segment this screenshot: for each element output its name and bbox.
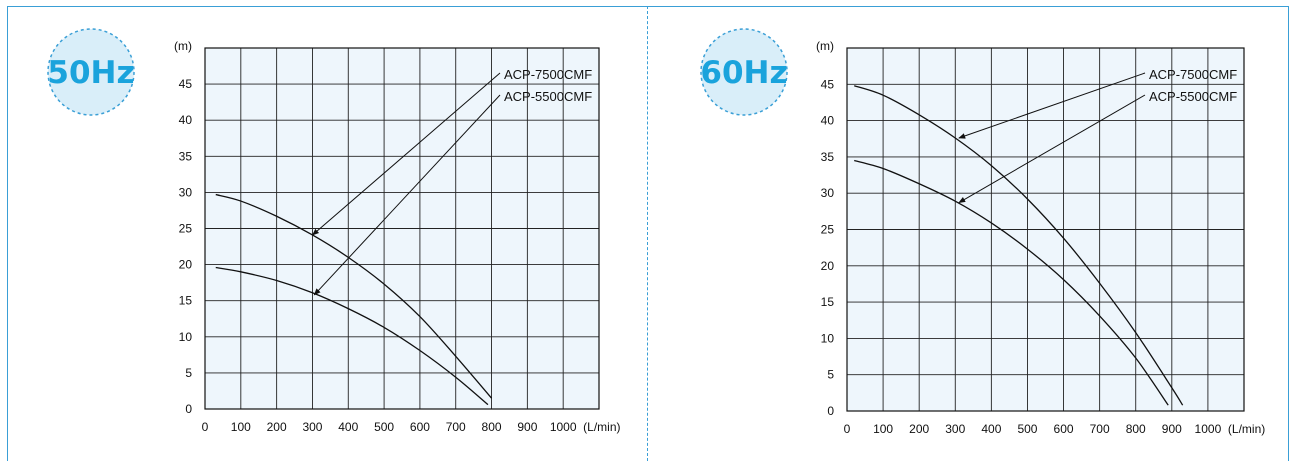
frequency-badge-label: 60Hz bbox=[700, 55, 787, 91]
x-tick-label: 900 bbox=[1162, 422, 1182, 436]
y-tick-label: 40 bbox=[821, 114, 835, 128]
x-tick-label: 800 bbox=[482, 420, 502, 434]
frequency-badge bbox=[700, 28, 788, 116]
frequency-badge bbox=[47, 28, 135, 116]
x-tick-label: 1000 bbox=[550, 420, 577, 434]
figure-frame bbox=[7, 6, 1289, 461]
x-tick-label: 600 bbox=[1054, 422, 1074, 436]
y-tick-label: 5 bbox=[827, 368, 834, 382]
y-tick-label: 5 bbox=[185, 366, 192, 380]
y-tick-label: 25 bbox=[179, 222, 193, 236]
x-tick-label: 300 bbox=[302, 420, 322, 434]
y-tick-label: 45 bbox=[179, 77, 193, 91]
series-label: ACP-7500CMF bbox=[504, 67, 592, 82]
series-leader-arrow bbox=[311, 72, 501, 236]
y-tick-label: 15 bbox=[821, 295, 835, 309]
y-tick-label: 35 bbox=[179, 149, 193, 163]
x-axis-unit: (L/min) bbox=[583, 420, 620, 434]
chart-panel-50hz: 50Hz 0 5 10 15 20 25 30 35 40 45 0 100 200 300 400 500 60… bbox=[47, 28, 621, 434]
chart-50hz: 50Hz 0 5 10 15 20 25 30 35 40 45 0 100 200 300 400 500 60… bbox=[47, 28, 621, 434]
x-tick-label: 600 bbox=[410, 420, 430, 434]
frequency-badge-label: 50Hz bbox=[47, 55, 134, 91]
y-tick-label: 30 bbox=[179, 185, 193, 199]
x-tick-label: 500 bbox=[1017, 422, 1037, 436]
x-tick-label: 0 bbox=[844, 422, 851, 436]
plot-border bbox=[846, 47, 1245, 412]
x-tick-label: 200 bbox=[909, 422, 929, 436]
y-tick-label: 20 bbox=[821, 259, 835, 273]
series-leader-arrow bbox=[313, 94, 501, 296]
x-tick-label: 900 bbox=[517, 420, 537, 434]
x-tick-label: 100 bbox=[231, 420, 251, 434]
y-tick-label: 0 bbox=[185, 402, 192, 416]
x-tick-label: 800 bbox=[1126, 422, 1146, 436]
y-tick-label: 15 bbox=[179, 294, 193, 308]
x-tick-label: 200 bbox=[267, 420, 287, 434]
x-tick-label: 700 bbox=[1090, 422, 1110, 436]
y-tick-label: 20 bbox=[179, 258, 193, 272]
series-line-acp-7500cmf bbox=[215, 193, 493, 399]
y-tick-label: 45 bbox=[821, 77, 835, 91]
chart-panel-60hz: 60Hz 0 5 10 15 20 25 30 35 40 45 0 100 200 300 400 500 60… bbox=[647, 0, 1294, 461]
x-tick-label: 100 bbox=[873, 422, 893, 436]
y-tick-label: 10 bbox=[821, 331, 835, 345]
series-label: ACP-5500CMF bbox=[504, 89, 592, 104]
series-label: ACP-5500CMF bbox=[1149, 89, 1237, 104]
series-label: ACP-7500CMF bbox=[1149, 67, 1237, 82]
y-tick-label: 30 bbox=[821, 186, 835, 200]
y-tick-label: 25 bbox=[821, 223, 835, 237]
x-tick-label: 400 bbox=[338, 420, 358, 434]
x-axis-unit: (L/min) bbox=[1228, 422, 1265, 436]
y-tick-label: 40 bbox=[179, 113, 193, 127]
series-line-acp-5500cmf bbox=[215, 266, 489, 406]
series-line-acp-5500cmf bbox=[854, 159, 1169, 406]
y-axis-unit: (m) bbox=[816, 39, 834, 53]
series-line-acp-7500cmf bbox=[854, 85, 1184, 406]
x-tick-label: 300 bbox=[945, 422, 965, 436]
x-tick-label: 0 bbox=[202, 420, 209, 434]
y-tick-label: 0 bbox=[827, 404, 834, 418]
x-tick-label: 1000 bbox=[1195, 422, 1222, 436]
panel-divider bbox=[647, 6, 648, 461]
y-tick-label: 35 bbox=[821, 150, 835, 164]
x-tick-label: 700 bbox=[446, 420, 466, 434]
series-leader-arrow bbox=[958, 72, 1146, 139]
y-tick-label: 10 bbox=[179, 330, 193, 344]
y-axis-unit: (m) bbox=[174, 39, 192, 53]
x-tick-label: 500 bbox=[374, 420, 394, 434]
chart-60hz: 60Hz 0 5 10 15 20 25 30 35 40 45 0 100 200 300 400 500 60… bbox=[700, 28, 1265, 436]
x-tick-label: 400 bbox=[981, 422, 1001, 436]
series-leader-arrow bbox=[958, 94, 1146, 204]
plot-border bbox=[204, 47, 600, 410]
